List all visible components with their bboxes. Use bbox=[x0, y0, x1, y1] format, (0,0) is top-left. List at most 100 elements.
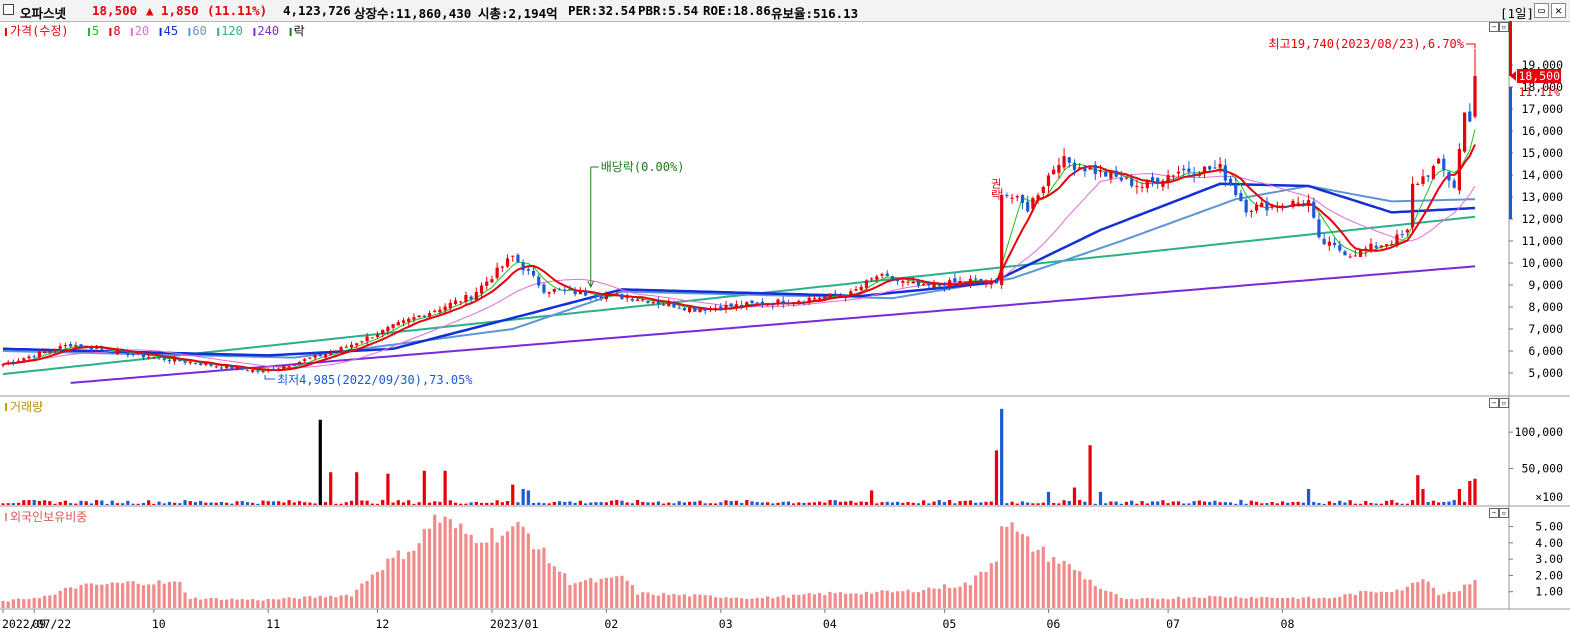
foreign-ratio-bar bbox=[1, 600, 5, 608]
volume-bar bbox=[1244, 503, 1248, 505]
candle-body bbox=[1000, 194, 1004, 286]
panel-minimize-icon[interactable]: − bbox=[1489, 22, 1499, 32]
volume-bar bbox=[1390, 500, 1394, 505]
panel-maximize-icon[interactable]: ▫ bbox=[1499, 508, 1509, 518]
chart-area[interactable]: 5,000 6,000 7,000 8,000 9,000 10,000 11,000 12,… bbox=[0, 21, 1570, 629]
candle-body bbox=[386, 327, 390, 332]
candle-body bbox=[365, 336, 369, 342]
panel-minimize-icon[interactable]: − bbox=[1489, 508, 1499, 518]
candle-body bbox=[167, 359, 172, 362]
candle-body bbox=[1015, 196, 1019, 198]
volume-bar bbox=[115, 503, 120, 505]
candle-body bbox=[95, 348, 99, 350]
foreign-ratio-bar bbox=[1072, 570, 1077, 608]
legend-marker bbox=[88, 28, 90, 36]
candle-body bbox=[110, 352, 114, 354]
candle-body bbox=[235, 366, 239, 371]
candle-body bbox=[214, 366, 218, 368]
volume-bar bbox=[188, 501, 192, 505]
volume-bar bbox=[178, 503, 182, 505]
volume-bar bbox=[433, 501, 437, 505]
restore-icon[interactable]: ▭ bbox=[1534, 3, 1549, 18]
panel-maximize-icon[interactable]: ▫ bbox=[1499, 22, 1509, 32]
candle-body bbox=[968, 278, 973, 284]
candle-body bbox=[323, 354, 328, 358]
period-selector[interactable]: [1일] bbox=[1500, 6, 1535, 21]
candle-body bbox=[625, 297, 629, 299]
foreign-ratio-bar bbox=[818, 593, 822, 608]
foreign-ratio-bar bbox=[901, 591, 905, 608]
candle-body bbox=[297, 361, 302, 364]
foreign-ratio-bar bbox=[849, 593, 853, 608]
volume-bar bbox=[334, 503, 338, 505]
candle-body bbox=[308, 357, 312, 359]
foreign-ratio-bar bbox=[453, 528, 458, 608]
volume-bar bbox=[1202, 501, 1207, 505]
volume-bar bbox=[162, 503, 166, 505]
foreign-ratio-bar bbox=[1421, 579, 1425, 608]
candle-body bbox=[1176, 171, 1181, 174]
foreign-ratio-bar bbox=[386, 558, 390, 608]
foreign-ratio-bar bbox=[1166, 599, 1170, 608]
foreign-ratio-bar bbox=[193, 597, 198, 608]
foreign-ratio-bar bbox=[344, 594, 348, 608]
volume-bar bbox=[693, 501, 697, 505]
volume-bar bbox=[901, 502, 905, 505]
volume-bar bbox=[583, 503, 588, 505]
foreign-ratio-bar bbox=[292, 598, 296, 608]
foreign-ratio-bar bbox=[1218, 596, 1222, 608]
candle-body bbox=[661, 304, 666, 306]
foreign-ratio-bar bbox=[1364, 590, 1368, 608]
volume-bar bbox=[173, 502, 177, 505]
candle-body bbox=[724, 304, 728, 309]
foreign-ratio-bar bbox=[43, 595, 47, 608]
volume-bar bbox=[505, 500, 510, 505]
candle-body bbox=[396, 322, 400, 326]
volume-bar bbox=[620, 500, 624, 505]
candle-body bbox=[1358, 249, 1363, 257]
foreign-ratio-bar bbox=[271, 599, 276, 608]
foreign-ratio-bar bbox=[500, 535, 504, 608]
candle-body bbox=[1312, 201, 1316, 218]
candle-body bbox=[1275, 206, 1279, 208]
volume-bar bbox=[1332, 502, 1337, 505]
volume-bar bbox=[438, 501, 442, 505]
foreign-ratio-bar bbox=[1156, 599, 1160, 608]
candle-body bbox=[230, 365, 234, 369]
foreign-ratio-bar bbox=[609, 577, 614, 608]
panel-maximize-icon[interactable]: ▫ bbox=[1499, 398, 1509, 408]
foreign-ratio-bar bbox=[277, 599, 281, 608]
legend-ma: 5 bbox=[92, 24, 99, 38]
volume-bar bbox=[427, 502, 432, 505]
select-checkbox[interactable] bbox=[3, 4, 14, 15]
foreign-ratio-bar bbox=[334, 597, 338, 608]
foreign-ratio-bar bbox=[1005, 526, 1009, 608]
candle-body bbox=[1327, 241, 1331, 246]
volume-bar bbox=[1447, 501, 1451, 505]
legend-ma: 240 bbox=[257, 24, 279, 38]
volume-bar bbox=[1119, 503, 1123, 505]
foreign-ratio-bar bbox=[896, 591, 900, 608]
volume-bar bbox=[256, 503, 260, 505]
foreign-ratio-bar bbox=[963, 582, 967, 608]
foreign-ratio-bar bbox=[1431, 587, 1435, 608]
volume-bar bbox=[911, 502, 915, 505]
candle-body bbox=[974, 278, 978, 280]
candle-body bbox=[844, 296, 848, 298]
candle-body bbox=[16, 360, 21, 363]
volume-bar bbox=[1192, 501, 1196, 505]
panel-minimize-icon[interactable]: − bbox=[1489, 398, 1499, 408]
candle-body bbox=[1400, 233, 1404, 235]
legend-price: 가격(수정) bbox=[10, 24, 69, 38]
volume-bar bbox=[412, 503, 416, 505]
price-change: 1,850 bbox=[161, 3, 199, 18]
foreign-ratio-bar bbox=[729, 598, 733, 608]
foreign-ratio-bar bbox=[1317, 598, 1321, 608]
volume-bar bbox=[511, 484, 515, 505]
foreign-ratio-bar bbox=[490, 527, 494, 608]
close-icon[interactable]: ✕ bbox=[1551, 3, 1566, 18]
candle-body bbox=[500, 266, 504, 268]
volume-bar bbox=[937, 500, 941, 505]
candle-body bbox=[136, 353, 140, 355]
volume-bar bbox=[349, 500, 354, 505]
